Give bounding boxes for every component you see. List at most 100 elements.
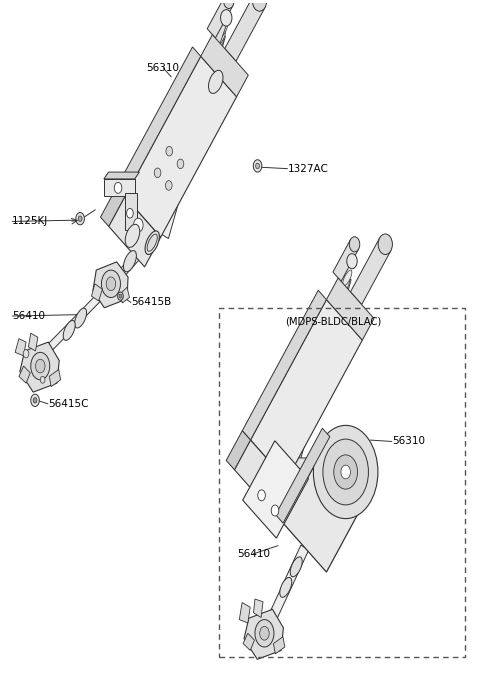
Polygon shape [240, 603, 250, 623]
Circle shape [76, 213, 84, 225]
Ellipse shape [74, 308, 86, 328]
Polygon shape [104, 172, 139, 179]
Polygon shape [226, 430, 251, 470]
Text: 1327AC: 1327AC [288, 164, 328, 173]
Polygon shape [212, 10, 230, 47]
Circle shape [341, 465, 350, 479]
Circle shape [255, 620, 274, 647]
Polygon shape [225, 0, 265, 61]
Circle shape [252, 0, 267, 11]
Polygon shape [100, 187, 125, 227]
Ellipse shape [125, 225, 140, 247]
Text: (MDPS-BLDC/BLAC): (MDPS-BLDC/BLAC) [285, 316, 381, 326]
Ellipse shape [63, 321, 75, 341]
Ellipse shape [343, 270, 352, 286]
Text: 56410: 56410 [237, 549, 270, 559]
Circle shape [177, 159, 184, 169]
Polygon shape [201, 35, 248, 97]
Ellipse shape [208, 70, 223, 93]
Polygon shape [258, 545, 309, 643]
Circle shape [133, 218, 143, 232]
Ellipse shape [338, 287, 347, 302]
Polygon shape [104, 179, 135, 196]
Circle shape [323, 439, 369, 505]
Circle shape [33, 397, 37, 403]
Circle shape [166, 180, 172, 190]
Polygon shape [243, 441, 309, 538]
Circle shape [378, 234, 393, 254]
Circle shape [154, 168, 161, 178]
Circle shape [119, 294, 122, 299]
Circle shape [126, 231, 136, 245]
Polygon shape [244, 609, 283, 659]
Circle shape [313, 426, 378, 519]
Polygon shape [160, 31, 226, 238]
Polygon shape [263, 457, 354, 469]
Polygon shape [283, 437, 373, 572]
Polygon shape [45, 289, 108, 352]
Polygon shape [326, 278, 374, 340]
Ellipse shape [218, 21, 228, 38]
Circle shape [127, 209, 133, 218]
Polygon shape [276, 428, 330, 523]
Polygon shape [112, 240, 153, 283]
Polygon shape [120, 287, 130, 303]
Circle shape [347, 254, 357, 269]
Circle shape [101, 270, 120, 298]
Text: 56415B: 56415B [131, 297, 171, 307]
Polygon shape [49, 370, 60, 387]
Text: 1125KJ: 1125KJ [12, 216, 48, 227]
Text: 56310: 56310 [147, 63, 180, 73]
Circle shape [31, 394, 39, 406]
Text: 56310: 56310 [392, 437, 425, 446]
Ellipse shape [214, 36, 224, 53]
Circle shape [31, 352, 50, 380]
Polygon shape [350, 238, 391, 305]
Circle shape [220, 10, 232, 26]
Circle shape [253, 160, 262, 172]
Ellipse shape [340, 278, 349, 294]
Circle shape [114, 182, 122, 193]
Polygon shape [125, 193, 137, 230]
Polygon shape [93, 262, 128, 307]
Polygon shape [243, 633, 254, 650]
Polygon shape [125, 56, 237, 237]
Polygon shape [251, 300, 362, 480]
Circle shape [271, 505, 279, 516]
Ellipse shape [290, 557, 302, 577]
Circle shape [258, 490, 265, 501]
Polygon shape [20, 342, 59, 392]
Ellipse shape [280, 578, 292, 597]
Polygon shape [19, 366, 30, 384]
Polygon shape [274, 636, 285, 654]
Polygon shape [333, 240, 359, 281]
Text: 56410: 56410 [12, 311, 45, 321]
Circle shape [40, 377, 45, 384]
Ellipse shape [333, 303, 343, 319]
Polygon shape [92, 284, 102, 301]
Polygon shape [234, 440, 287, 510]
Ellipse shape [207, 59, 217, 76]
Ellipse shape [145, 231, 159, 254]
Ellipse shape [336, 294, 345, 310]
Circle shape [78, 216, 82, 221]
Bar [219, 307, 466, 657]
Ellipse shape [212, 44, 221, 61]
Circle shape [349, 237, 360, 252]
Circle shape [260, 627, 269, 640]
Circle shape [106, 277, 116, 291]
Circle shape [224, 0, 234, 8]
Circle shape [36, 359, 45, 373]
Polygon shape [286, 274, 351, 482]
Ellipse shape [123, 251, 136, 272]
Circle shape [166, 146, 173, 156]
Polygon shape [28, 333, 38, 351]
Ellipse shape [147, 234, 157, 252]
Text: 56415C: 56415C [48, 399, 88, 409]
Circle shape [334, 455, 358, 489]
Polygon shape [207, 0, 233, 38]
Polygon shape [117, 47, 201, 197]
Ellipse shape [216, 29, 226, 46]
Circle shape [23, 350, 29, 358]
Polygon shape [15, 339, 26, 356]
